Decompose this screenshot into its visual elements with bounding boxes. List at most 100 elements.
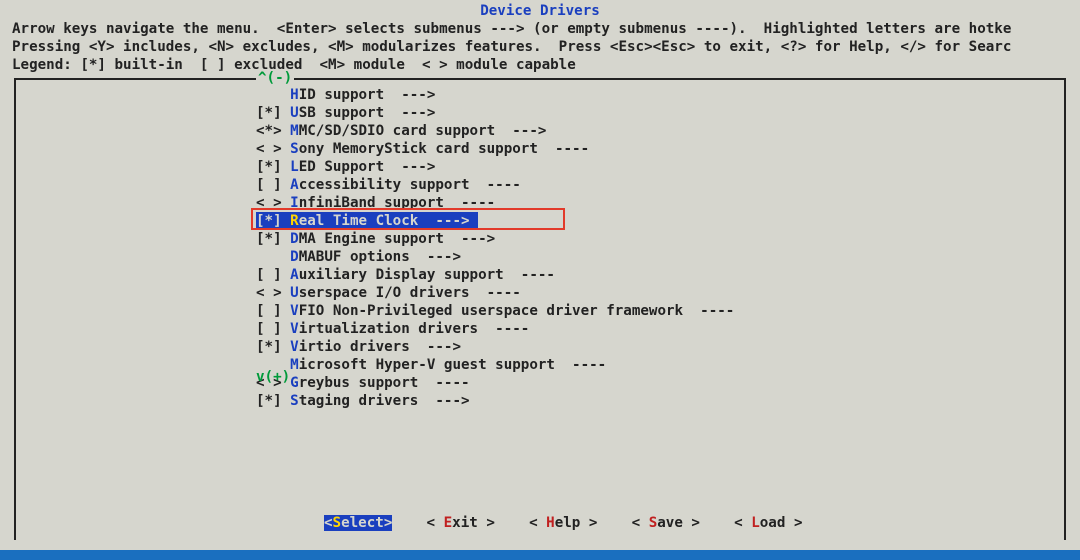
- item-prefix: <*>: [256, 122, 290, 140]
- item-hotkey: A: [290, 176, 299, 194]
- button-gap: [495, 515, 529, 531]
- item-prefix: [*]: [256, 392, 290, 410]
- menu-list[interactable]: HID support --->[*] USB support ---><*> …: [16, 80, 1064, 410]
- bracket-close: >: [794, 515, 803, 531]
- bracket-open: <: [734, 515, 751, 531]
- item-label: serspace I/O drivers: [299, 284, 470, 302]
- menu-item-12[interactable]: [ ] VFIO Non-Privileged userspace driver…: [256, 302, 1064, 320]
- item-hotkey: S: [290, 140, 299, 158]
- menu-item-6[interactable]: < > InfiniBand support ----: [256, 194, 1064, 212]
- item-arrow: ----: [504, 266, 555, 284]
- item-label: FIO Non-Privileged userspace driver fram…: [299, 302, 683, 320]
- page-title: Device Drivers: [0, 0, 1080, 20]
- item-arrow: --->: [384, 104, 435, 122]
- scroll-up-indicator: ^(-): [256, 69, 294, 87]
- item-prefix: [ ]: [256, 320, 290, 338]
- item-hotkey: U: [290, 284, 299, 302]
- button-label: xit: [452, 515, 486, 531]
- button-gap: [597, 515, 631, 531]
- item-label: nfiniBand support: [299, 194, 444, 212]
- bracket-open: <: [632, 515, 649, 531]
- item-prefix: < >: [256, 284, 290, 302]
- item-hotkey: H: [290, 86, 299, 104]
- menu-item-8[interactable]: [*] DMA Engine support --->: [256, 230, 1064, 248]
- bracket-open: <: [427, 515, 444, 531]
- item-label: eal Time Clock: [299, 212, 419, 230]
- menu-frame: ^(-) HID support --->[*] USB support ---…: [14, 78, 1066, 540]
- button-hotkey: S: [649, 515, 658, 531]
- help-line-0: Arrow keys navigate the menu. <Enter> se…: [0, 20, 1080, 38]
- item-arrow: --->: [384, 158, 435, 176]
- item-arrow: ----: [538, 140, 589, 158]
- bracket-open: <: [324, 515, 333, 531]
- item-arrow: --->: [495, 122, 546, 140]
- item-label: taging drivers: [299, 392, 419, 410]
- item-arrow: --->: [410, 248, 461, 266]
- item-prefix: [256, 248, 290, 266]
- item-arrow: ----: [444, 194, 495, 212]
- button-elp[interactable]: < Help >: [529, 514, 597, 532]
- item-arrow: ----: [478, 320, 529, 338]
- item-hotkey: M: [290, 122, 299, 140]
- item-prefix: [*]: [256, 230, 290, 248]
- button-label: elect: [341, 515, 384, 531]
- item-arrow: ----: [470, 176, 521, 194]
- menu-item-1[interactable]: [*] USB support --->: [256, 104, 1064, 122]
- item-hotkey: L: [290, 158, 299, 176]
- menu-item-11[interactable]: < > Userspace I/O drivers ----: [256, 284, 1064, 302]
- menu-item-13[interactable]: [ ] Virtualization drivers ----: [256, 320, 1064, 338]
- button-xit[interactable]: < Exit >: [427, 514, 495, 532]
- item-prefix: [ ]: [256, 302, 290, 320]
- window-bottom-edge: [0, 550, 1080, 560]
- button-hotkey: H: [546, 515, 555, 531]
- menu-item-0[interactable]: HID support --->: [256, 86, 1064, 104]
- item-prefix: [*]: [256, 158, 290, 176]
- item-arrow: --->: [384, 86, 435, 104]
- menu-item-5[interactable]: [ ] Accessibility support ----: [256, 176, 1064, 194]
- menu-item-9[interactable]: DMABUF options --->: [256, 248, 1064, 266]
- menu-item-17[interactable]: [*] Staging drivers --->: [256, 392, 1064, 410]
- scroll-down-indicator: v(+): [256, 368, 1080, 386]
- item-hotkey: V: [290, 338, 299, 356]
- help-line-1: Pressing <Y> includes, <N> excludes, <M>…: [0, 38, 1080, 56]
- item-label: irtualization drivers: [299, 320, 478, 338]
- button-label: oad: [760, 515, 794, 531]
- bracket-close: >: [486, 515, 495, 531]
- item-arrow: --->: [410, 338, 461, 356]
- item-arrow: ----: [683, 302, 734, 320]
- item-arrow: --->: [418, 212, 478, 230]
- menu-item-3[interactable]: < > Sony MemoryStick card support ----: [256, 140, 1064, 158]
- item-prefix: < >: [256, 194, 290, 212]
- item-hotkey: S: [290, 392, 299, 410]
- item-arrow: --->: [418, 392, 469, 410]
- button-hotkey: L: [751, 515, 760, 531]
- button-label: elp: [555, 515, 589, 531]
- button-ave[interactable]: < Save >: [632, 514, 700, 532]
- bracket-open: <: [529, 515, 546, 531]
- item-prefix: [256, 86, 290, 104]
- item-label: MC/SD/SDIO card support: [299, 122, 495, 140]
- button-hotkey: E: [444, 515, 453, 531]
- item-label: ony MemoryStick card support: [299, 140, 538, 158]
- help-line-2: Legend: [*] built-in [ ] excluded <M> mo…: [0, 56, 1080, 74]
- item-label: MA Engine support: [299, 230, 444, 248]
- button-bar: <Select> < Exit > < Help > < Save > < Lo…: [16, 514, 1064, 532]
- menu-item-10[interactable]: [ ] Auxiliary Display support ----: [256, 266, 1064, 284]
- item-prefix: [ ]: [256, 176, 290, 194]
- button-oad[interactable]: < Load >: [734, 514, 802, 532]
- item-prefix: < >: [256, 140, 290, 158]
- menu-item-2[interactable]: <*> MMC/SD/SDIO card support --->: [256, 122, 1064, 140]
- menu-item-4[interactable]: [*] LED Support --->: [256, 158, 1064, 176]
- button-elect[interactable]: <Select>: [324, 514, 392, 532]
- item-hotkey: I: [290, 194, 299, 212]
- item-prefix: [*]: [256, 212, 290, 230]
- item-prefix: [*]: [256, 338, 290, 356]
- item-hotkey: V: [290, 320, 299, 338]
- menu-item-7[interactable]: [*] Real Time Clock --->: [256, 212, 1064, 230]
- item-label: irtio drivers: [299, 338, 410, 356]
- item-prefix: [ ]: [256, 266, 290, 284]
- item-arrow: --->: [444, 230, 495, 248]
- item-hotkey: D: [290, 230, 299, 248]
- item-prefix: [*]: [256, 104, 290, 122]
- menu-item-14[interactable]: [*] Virtio drivers --->: [256, 338, 1064, 356]
